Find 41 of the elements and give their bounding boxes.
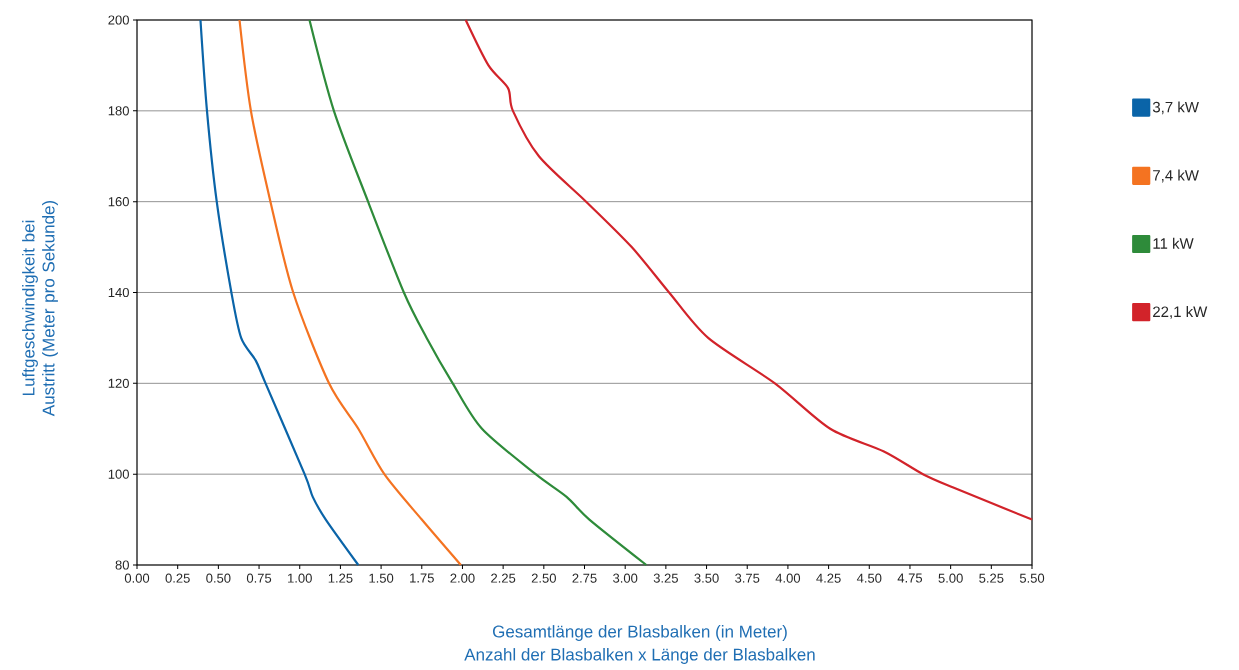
x-tick-label: 2.25	[491, 573, 516, 583]
text: Anzahl der Blasbalken x Länge der Blasbalken	[464, 648, 815, 664]
x-tick-label: 0.00	[124, 573, 150, 583]
x-tick-label: 5.00	[938, 573, 963, 583]
y-tick-label: 80	[115, 560, 129, 570]
x-tick-label: 4.50	[856, 573, 882, 583]
x-tick-label: 0.75	[246, 573, 272, 583]
x-tick-label: 4.75	[897, 573, 923, 583]
x-tick-label: 5.25	[979, 573, 1004, 583]
line-series	[199, 18, 360, 567]
y-tick-label: 120	[108, 378, 129, 388]
x-tick-label: 2.00	[450, 573, 475, 583]
legend-label: 11 kW	[1153, 237, 1194, 249]
x-tick-label: 1.75	[410, 573, 434, 583]
x-tick-label: 5.50	[1019, 573, 1045, 583]
x-tick-label: 2.50	[531, 573, 556, 583]
x-tick-label: 1.00	[288, 573, 312, 583]
x-tick-label: 3.50	[694, 573, 719, 583]
line-series	[238, 18, 462, 567]
y-tick-label: 180	[108, 106, 129, 116]
x-tick-label: 1.25	[328, 573, 353, 583]
y-axis-title: Luftgeschwindigkeit bei Austritt (Meter pro Sekunde)	[22, 200, 58, 417]
legend-label: 3,7 kW	[1152, 101, 1199, 115]
x-tick-label: 4.25	[816, 573, 841, 583]
x-tick-label: 3.75	[735, 573, 760, 583]
legend-label: 22,1 kW	[1153, 306, 1208, 319]
x-tick-label: 0.50	[206, 573, 231, 583]
legend-label: 7,4 kW	[1153, 169, 1199, 183]
x-tick-label: 0.25	[165, 573, 190, 583]
x-axis-title: Gesamtlänge der Blasbalken (in Meter)	[493, 625, 787, 641]
line-series	[464, 18, 1034, 521]
x-tick-label: 3.00	[613, 573, 638, 583]
y-tick-label: 100	[108, 469, 129, 479]
x-tick-label: 2.75	[572, 573, 597, 583]
x-tick-label: 3.25	[653, 573, 678, 583]
x-tick-label: 4.00	[775, 573, 801, 583]
line-series	[308, 18, 648, 567]
x-tick-label: 1.50	[369, 573, 394, 583]
y-tick-label: 200	[108, 15, 129, 25]
y-tick-label: 140	[108, 287, 129, 298]
y-tick-label: 160	[108, 197, 129, 207]
